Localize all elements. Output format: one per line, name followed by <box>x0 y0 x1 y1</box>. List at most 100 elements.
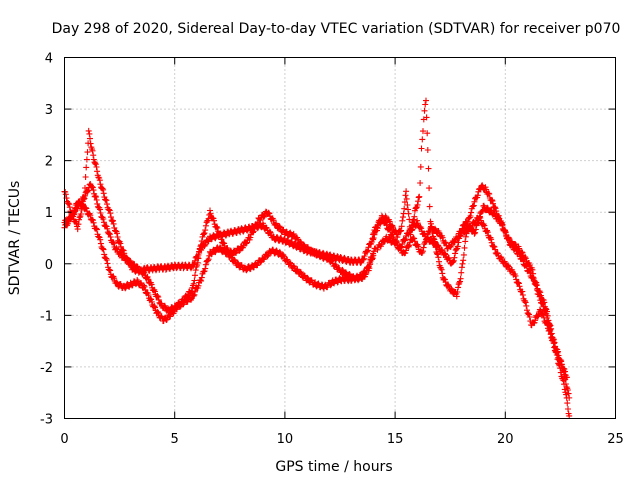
data-point <box>547 331 554 338</box>
data-point <box>541 299 548 306</box>
data-point <box>405 206 411 213</box>
data-point <box>64 220 71 227</box>
data-point <box>145 292 152 298</box>
data-point <box>207 210 214 217</box>
data-point <box>192 267 199 274</box>
data-point <box>443 240 449 247</box>
y-tick-label: 2 <box>45 155 53 170</box>
data-point <box>141 283 148 290</box>
data-point <box>250 228 257 235</box>
data-point <box>112 245 119 252</box>
data-point <box>445 281 452 288</box>
data-point <box>290 230 297 237</box>
data-point <box>318 251 325 258</box>
x-tick-label: 0 <box>60 432 68 447</box>
data-point <box>488 196 495 203</box>
data-point <box>381 238 388 245</box>
data-point <box>76 198 82 205</box>
data-point <box>66 204 73 211</box>
data-point <box>87 140 94 147</box>
data-point <box>328 257 335 264</box>
data-point <box>536 306 543 313</box>
data-point <box>211 217 217 224</box>
data-point <box>540 311 547 318</box>
data-point <box>557 357 564 364</box>
data-point <box>468 209 475 216</box>
data-point <box>126 258 133 265</box>
data-point <box>414 220 421 227</box>
data-point <box>150 287 157 294</box>
data-point <box>435 254 442 261</box>
data-point <box>439 234 446 241</box>
data-point <box>397 245 404 251</box>
data-point <box>257 258 264 265</box>
data-point <box>448 242 455 249</box>
x-tick-label: 15 <box>387 432 404 447</box>
data-point <box>173 305 180 312</box>
data-point <box>551 339 558 346</box>
data-point <box>114 234 121 240</box>
data-point <box>192 272 198 279</box>
data-point <box>525 311 532 317</box>
data-point <box>339 266 346 273</box>
data-point <box>247 234 254 241</box>
data-point <box>425 228 432 235</box>
data-point <box>94 168 101 175</box>
data-point <box>491 204 498 211</box>
data-point <box>357 260 364 266</box>
data-point <box>270 217 277 224</box>
data-point <box>89 216 96 223</box>
data-point <box>498 219 505 226</box>
data-point <box>115 239 122 246</box>
data-point <box>499 222 506 229</box>
data-point <box>502 229 509 236</box>
data-point <box>534 313 541 320</box>
data-point <box>304 274 311 281</box>
data-point <box>366 265 373 272</box>
data-point <box>85 127 92 134</box>
data-point <box>428 236 435 243</box>
data-point <box>191 291 198 298</box>
data-point <box>274 234 281 240</box>
data-point <box>260 213 267 220</box>
data-point <box>425 165 432 172</box>
data-point <box>71 208 78 215</box>
data-point <box>124 255 131 262</box>
data-point <box>383 222 390 229</box>
data-point <box>201 230 208 236</box>
data-point <box>111 275 118 282</box>
data-point <box>542 305 549 312</box>
data-point <box>243 239 250 246</box>
data-point <box>106 230 113 237</box>
data-point <box>483 186 490 193</box>
data-point <box>198 238 205 245</box>
data-point <box>550 336 557 343</box>
data-point <box>497 218 504 225</box>
data-point <box>529 274 536 280</box>
data-point <box>451 254 458 261</box>
data-point <box>474 192 481 199</box>
data-point <box>408 227 415 234</box>
data-point <box>400 214 406 221</box>
data-point <box>234 259 241 266</box>
data-point <box>455 281 462 288</box>
data-point <box>516 283 523 290</box>
data-point <box>488 236 495 243</box>
data-point <box>394 231 401 238</box>
y-tick-labels: -3 -2 -1 0 1 2 3 4 <box>40 52 53 428</box>
grid-lines <box>64 57 616 419</box>
data-point <box>426 185 433 192</box>
data-point <box>137 266 144 273</box>
data-point <box>67 216 74 223</box>
data-point <box>410 235 417 241</box>
data-point <box>93 225 100 232</box>
data-point <box>217 244 224 251</box>
data-point <box>498 255 505 262</box>
data-point <box>202 222 209 229</box>
data-point <box>334 279 341 286</box>
data-point <box>155 296 162 303</box>
data-point <box>145 276 152 283</box>
data-point <box>377 218 384 225</box>
data-point <box>418 225 425 232</box>
data-point <box>85 187 92 194</box>
